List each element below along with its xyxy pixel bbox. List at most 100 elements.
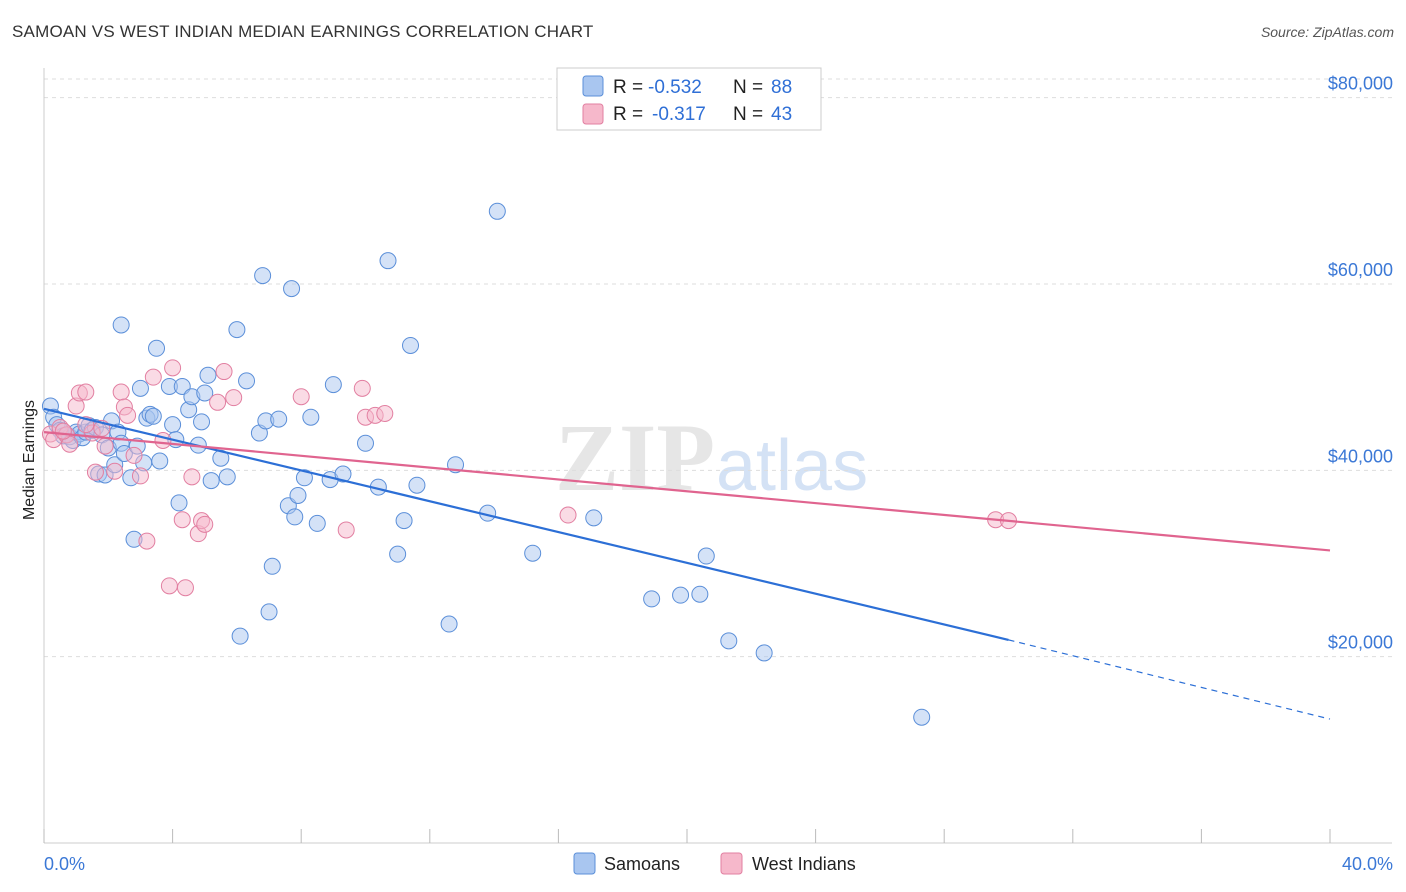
x-tick-label-0: 0.0% <box>44 854 85 874</box>
samoans-point-62 <box>302 408 320 426</box>
samoans-point-23 <box>112 316 130 334</box>
x-tick-labels: 0.0% 40.0% <box>44 854 1393 874</box>
westindians-point-28 <box>196 515 214 533</box>
westindians-point-13 <box>112 383 130 401</box>
samoans-point-70 <box>389 545 407 563</box>
samoans-point-79 <box>585 509 603 527</box>
samoans-point-59 <box>286 508 304 526</box>
westindians-point-25 <box>183 468 201 486</box>
samoans-point-83 <box>697 547 715 565</box>
westindians-point-18 <box>138 532 156 550</box>
westindians-point-23 <box>173 511 191 529</box>
samoans-point-85 <box>755 644 773 662</box>
westindians-point-19 <box>144 368 162 386</box>
samoans-point-49 <box>231 627 249 645</box>
westindians-point-29 <box>209 393 227 411</box>
westindians-legend-label: West Indians <box>752 854 856 874</box>
y-tick-label-0: $20,000 <box>1328 633 1393 653</box>
westindians-legend-swatch <box>582 103 604 125</box>
samoans-point-45 <box>202 472 220 490</box>
legend-r-value-2: -0.317 <box>652 104 706 125</box>
y-tick-labels: $20,000 $40,000 $60,000 $80,000 <box>1328 74 1393 653</box>
westindians-point-31 <box>225 389 243 407</box>
samoans-point-66 <box>334 465 352 483</box>
samoans-point-71 <box>395 512 413 530</box>
watermark-zip: ZIP <box>555 404 715 511</box>
axes <box>43 68 1392 844</box>
samoans-point-82 <box>691 585 709 603</box>
samoans-point-73 <box>408 476 426 494</box>
samoans-point-81 <box>672 586 690 604</box>
legend-n-label-1: N = <box>733 77 763 98</box>
samoans-point-72 <box>402 336 420 354</box>
samoans-point-33 <box>151 452 169 470</box>
westindians-point-12 <box>106 462 124 480</box>
samoans-point-58 <box>283 280 301 298</box>
westindians-point-38 <box>559 506 577 524</box>
samoans-point-52 <box>254 267 272 285</box>
westindians-point-42 <box>54 422 72 440</box>
chart-title: SAMOAN VS WEST INDIAN MEDIAN EARNINGS CO… <box>12 22 594 41</box>
samoans-point-54 <box>260 603 278 621</box>
samoans-point-37 <box>170 494 188 512</box>
samoans-point-63 <box>308 514 326 532</box>
samoans-point-27 <box>131 379 149 397</box>
samoans-point-60 <box>289 486 307 504</box>
samoans-point-80 <box>643 590 661 608</box>
y-axis-label: Median Earnings <box>21 400 38 520</box>
samoans-bottom-swatch <box>573 852 596 875</box>
westindians-bottom-swatch <box>720 852 743 875</box>
samoans-point-86 <box>913 708 931 726</box>
samoans-point-69 <box>379 252 397 270</box>
samoans-point-48 <box>228 321 246 339</box>
samoans-legend-swatch <box>582 75 604 97</box>
westindians-point-16 <box>125 446 143 464</box>
samoans-point-74 <box>440 615 458 633</box>
legend-r-label-2: R = <box>613 104 643 125</box>
legend-n-value-1: 88 <box>771 77 792 98</box>
samoans-point-42 <box>193 413 211 431</box>
samoans-point-77 <box>488 202 506 220</box>
westindians-point-33 <box>337 521 355 539</box>
samoans-point-32 <box>148 339 166 357</box>
y-tick-label-2: $60,000 <box>1328 260 1393 280</box>
legend-n-label-2: N = <box>733 104 763 125</box>
samoans-point-35 <box>164 416 182 434</box>
y-tick-label-3: $80,000 <box>1328 74 1393 94</box>
samoans-point-61 <box>295 469 313 487</box>
chart-source: Source: ZipAtlas.com <box>1260 24 1394 40</box>
samoans-points <box>41 202 931 726</box>
trend-lines <box>43 407 1331 720</box>
samoans-point-50 <box>238 372 256 390</box>
legend-n-value-2: 43 <box>771 104 792 125</box>
samoans-point-65 <box>324 376 342 394</box>
westindians-point-24 <box>176 579 194 597</box>
samoans-point-44 <box>199 366 217 384</box>
legend-r-value-1: -0.532 <box>648 77 702 98</box>
samoans-point-47 <box>218 468 236 486</box>
x-tick-label-1: 40.0% <box>1342 854 1393 874</box>
watermark-atlas: atlas <box>716 426 868 506</box>
westindians-point-17 <box>131 467 149 485</box>
westindians-point-11 <box>96 437 114 455</box>
samoans-point-67 <box>357 434 374 452</box>
correlation-legend: R = -0.532 N = 88 R = -0.317 N = 43 <box>556 67 822 131</box>
westindians-point-21 <box>160 577 178 595</box>
westindians-trend-line <box>43 431 1331 552</box>
westindians-point-37 <box>376 404 394 422</box>
y-tick-label-1: $40,000 <box>1328 446 1393 466</box>
series-legend: Samoans West Indians <box>573 852 856 875</box>
samoans-point-78 <box>524 544 542 562</box>
westindians-point-9 <box>86 463 104 481</box>
westindians-point-7 <box>77 383 95 401</box>
samoans-legend-label: Samoans <box>604 854 680 874</box>
legend-r-label-1: R = <box>613 77 643 98</box>
samoans-trend-extension <box>1008 639 1331 720</box>
samoans-point-84 <box>720 632 738 650</box>
westindians-point-22 <box>164 359 182 377</box>
samoans-point-55 <box>263 557 281 575</box>
samoans-point-43 <box>196 384 214 402</box>
westindians-point-34 <box>353 379 371 397</box>
westindians-point-30 <box>215 363 233 381</box>
